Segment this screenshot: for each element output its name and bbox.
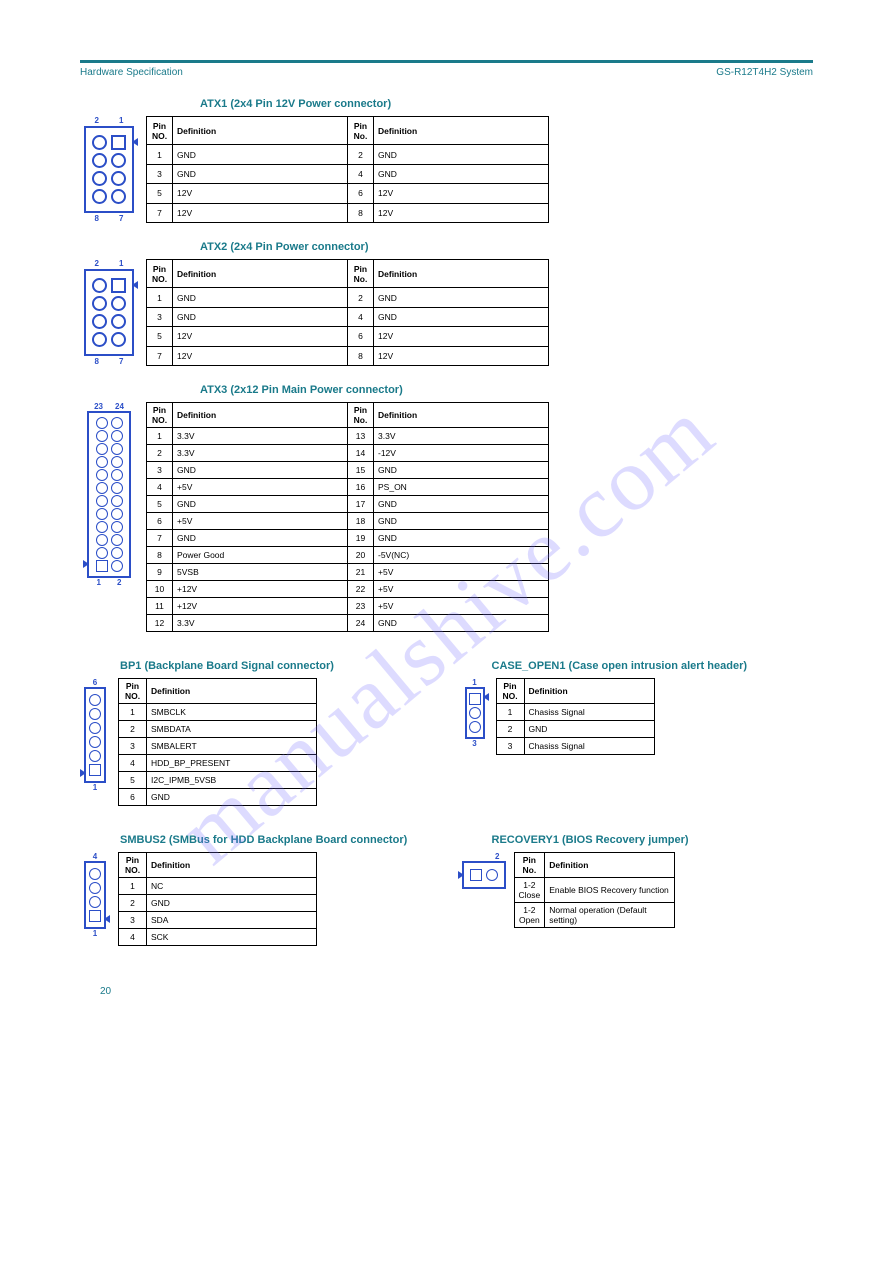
table-atx2: Pin NO.DefinitionPin No.Definition1GND2G… — [146, 259, 549, 366]
pin-label: 3 — [472, 739, 476, 748]
connector-bp1: 6 1 — [80, 678, 110, 792]
block-atx1: 2 1 8 7 Pin NO.DefinitionPin No.Definition… — [80, 116, 813, 223]
connector-atx3: 23 24 1 2 — [80, 402, 138, 632]
table-smbus2: Pin NO.Definition1NC2GND3SDA4SCK — [118, 852, 317, 946]
section-title-atx3: ATX3 (2x12 Pin Main Power connector) — [80, 384, 813, 396]
pin-label: 7 — [119, 214, 123, 223]
section-title-atx1: ATX1 (2x4 Pin 12V Power connector) — [80, 98, 813, 110]
section-title-smbus2: SMBUS2 (SMBus for HDD Backplane Board co… — [80, 834, 432, 846]
pin-label: 8 — [95, 214, 99, 223]
connector-caseopen: 1 3 — [462, 678, 488, 748]
block-atx3: 23 24 1 2 Pin NO.DefinitionPin No.Definiti… — [80, 402, 813, 632]
section-title-bp1: BP1 (Backplane Board Signal connector) — [80, 660, 432, 672]
pin-label: 24 — [115, 402, 124, 411]
section-title-caseopen: CASE_OPEN1 (Case open intrusion alert he… — [462, 660, 814, 672]
table-atx1: Pin NO.DefinitionPin No.Definition1GND2G… — [146, 116, 549, 223]
header-row: Hardware Specification GS-R12T4H2 System — [80, 67, 813, 78]
connector-recovery: 2 — [462, 852, 506, 889]
pin-label: 1 — [93, 929, 97, 938]
page: Hardware Specification GS-R12T4H2 System… — [0, 0, 893, 1037]
pin-label: 2 — [495, 852, 499, 861]
pin-label: 2 — [95, 116, 99, 125]
section-title-recovery: RECOVERY1 (BIOS Recovery jumper) — [462, 834, 814, 846]
dual-row-1: BP1 (Backplane Board Signal connector) 6… — [80, 642, 813, 816]
block-atx2: 2 1 8 7 Pin NO.DefinitionPin No.Definition… — [80, 259, 813, 366]
pin-label: 1 — [93, 783, 97, 792]
header-right: GS-R12T4H2 System — [716, 67, 813, 78]
table-recovery: Pin No.Definition1-2 CloseEnable BIOS Re… — [514, 852, 676, 928]
table-bp1: Pin NO.Definition1SMBCLK2SMBDATA3SMBALER… — [118, 678, 317, 806]
pin-label: 7 — [119, 357, 123, 366]
top-rule — [80, 60, 813, 63]
pin-label: 2 — [95, 259, 99, 268]
pin-label: 1 — [119, 116, 123, 125]
pin-label: 6 — [93, 678, 97, 687]
header-left: Hardware Specification — [80, 67, 183, 78]
pin-label: 23 — [94, 402, 103, 411]
table-atx3: Pin NO.DefinitionPin No.Definition13.3V1… — [146, 402, 549, 632]
table-caseopen: Pin NO.Definition1Chasiss Signal2GND3Cha… — [496, 678, 655, 755]
pin-label: 4 — [93, 852, 97, 861]
connector-atx1: 2 1 8 7 — [80, 116, 138, 223]
pin-label: 1 — [472, 678, 476, 687]
connector-atx2: 2 1 8 7 — [80, 259, 138, 366]
pin-label: 1 — [119, 259, 123, 268]
pin-label: 2 — [117, 578, 121, 587]
section-title-atx2: ATX2 (2x4 Pin Power connector) — [80, 241, 813, 253]
pin-label: 8 — [95, 357, 99, 366]
page-number: 20 — [80, 986, 813, 997]
dual-row-2: SMBUS2 (SMBus for HDD Backplane Board co… — [80, 816, 813, 956]
pin-label: 1 — [97, 578, 101, 587]
connector-smbus2: 4 1 — [80, 852, 110, 938]
